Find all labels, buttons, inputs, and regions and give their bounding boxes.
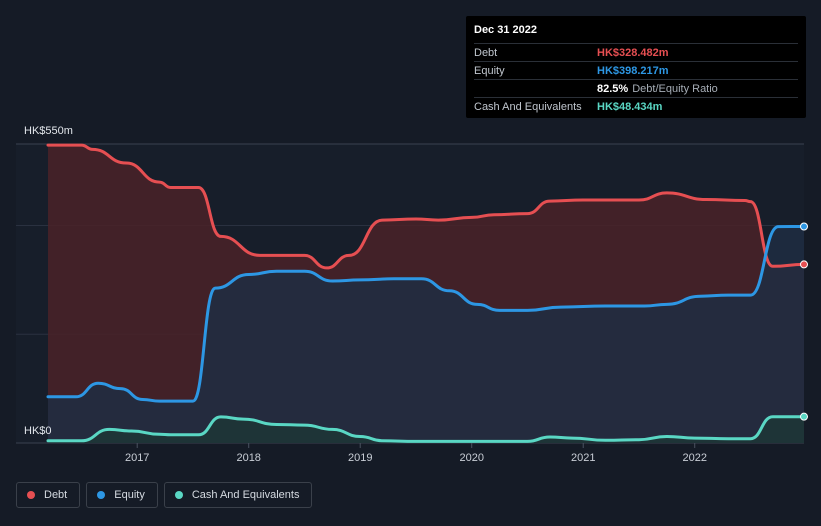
x-tick-label: 2022: [682, 452, 706, 464]
x-tick-label: 2021: [571, 452, 595, 464]
equity-endpoint: [800, 222, 808, 231]
tooltip-cash-label: Cash And Equivalents: [474, 100, 582, 113]
tooltip-ratio-label: Debt/Equity Ratio: [632, 82, 718, 95]
legend-item-cash[interactable]: Cash And Equivalents: [163, 482, 313, 508]
legend-item-debt[interactable]: Debt: [16, 482, 81, 508]
equity-line: [46, 225, 806, 403]
tooltip-row-debt: Debt HK$328.482m: [474, 43, 798, 61]
tooltip-equity-label: Equity: [474, 64, 505, 77]
x-tick-label: 2018: [236, 452, 260, 464]
series-areas: [48, 145, 804, 443]
cash-area: [48, 416, 804, 443]
legend-equity-label: Equity: [114, 489, 145, 501]
equity-dot-icon: [97, 491, 106, 499]
tooltip-equity-value: HK$398.217m: [597, 64, 669, 77]
series-lines: [46, 143, 808, 443]
legend-debt-label: Debt: [44, 489, 68, 501]
data-tooltip: Dec 31 2022 Debt HK$328.482m Equity HK$3…: [466, 16, 806, 118]
cash-endpoint: [800, 412, 808, 421]
x-tick-label: 2020: [459, 452, 483, 464]
tooltip-debt-label: Debt: [474, 46, 498, 59]
cash-line: [46, 415, 806, 443]
tooltip-cash-value: HK$48.434m: [597, 100, 663, 113]
y-axis-bottom-label: HK$0: [24, 425, 52, 437]
tooltip-row-ratio: 82.5% Debt/Equity Ratio: [474, 79, 798, 97]
tooltip-debt-value: HK$328.482m: [597, 46, 669, 59]
y-axis-top-label: HK$550m: [24, 125, 73, 137]
debt-dot-icon: [27, 491, 35, 499]
debt-line: [46, 143, 806, 270]
tooltip-ratio-value: 82.5%: [597, 82, 629, 95]
tooltip-row-cash: Cash And Equivalents HK$48.434m: [474, 97, 798, 115]
debt-endpoint: [800, 260, 808, 269]
x-tick-label: 2017: [125, 452, 149, 464]
x-tick-label: 2019: [348, 452, 372, 464]
equity-area: [48, 226, 804, 443]
cash-dot-icon: [174, 491, 183, 499]
tooltip-date: Dec 31 2022: [474, 24, 537, 36]
legend-cash-label: Cash And Equivalents: [191, 489, 300, 501]
chart-legend: Debt Equity Cash And Equivalents: [16, 482, 313, 508]
legend-item-equity[interactable]: Equity: [86, 482, 158, 508]
tooltip-row-equity: Equity HK$398.217m: [474, 61, 798, 79]
x-axis-ticks: 2017 2018 2019 2020 2021 2022: [125, 443, 707, 464]
